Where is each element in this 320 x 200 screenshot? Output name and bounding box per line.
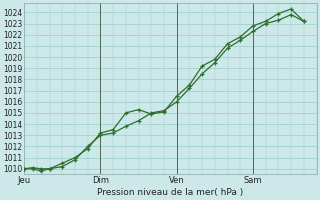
X-axis label: Pression niveau de la mer( hPa ): Pression niveau de la mer( hPa ) <box>97 188 244 197</box>
